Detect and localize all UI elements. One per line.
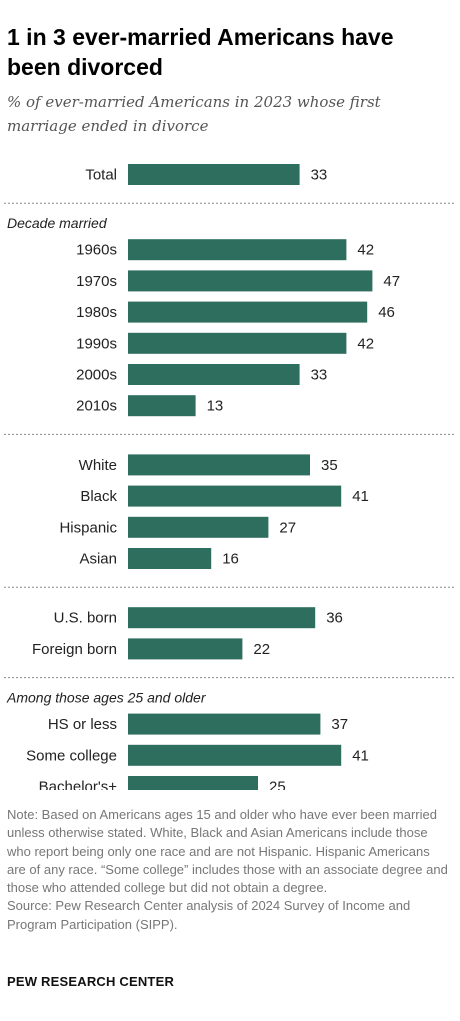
bar: [128, 270, 373, 292]
source-text: Source: Pew Research Center analysis of …: [7, 898, 411, 932]
org-credit: PEW RESEARCH CENTER: [7, 974, 175, 989]
value-label: 36: [326, 610, 343, 627]
category-label: Foreign born: [32, 641, 117, 658]
bar: [128, 164, 300, 185]
bar: [128, 395, 196, 417]
category-label: 2010s: [76, 398, 117, 415]
category-label: Black: [80, 488, 117, 505]
group-label: Among those ages 25 and older: [6, 690, 207, 706]
category-label: 1980s: [76, 304, 117, 321]
category-label: Total: [85, 167, 117, 184]
category-label: HS or less: [48, 716, 117, 733]
value-label: 42: [357, 335, 374, 352]
category-label: Asian: [79, 551, 117, 568]
note-text: Note: Based on Americans ages 15 and old…: [7, 807, 448, 896]
chart-subtitle: % of ever-married Americans in 2023 whos…: [7, 93, 381, 135]
category-label: Bachelor's+: [39, 779, 118, 791]
category-label: 1990s: [76, 335, 117, 352]
value-label: 22: [253, 641, 270, 658]
bar: [128, 548, 212, 569]
chart-note: Note: Based on Americans ages 15 and old…: [7, 806, 452, 934]
category-label: 1960s: [76, 242, 117, 259]
category-label: 1970s: [76, 273, 117, 290]
bar: [128, 332, 347, 354]
value-label: 47: [383, 273, 400, 290]
bar: [128, 638, 243, 660]
value-label: 35: [321, 457, 338, 474]
value-label: 42: [357, 242, 374, 259]
value-label: 37: [331, 716, 348, 733]
value-label: 41: [352, 488, 369, 505]
bar-chart: Total 33 Decade married 1960s 42 1970s 47 1980s…: [4, 164, 456, 791]
value-label: 16: [222, 551, 239, 568]
bar: [128, 301, 368, 323]
category-label: 2000s: [76, 367, 117, 384]
bar: [128, 776, 258, 790]
group-label: Decade married: [7, 215, 108, 231]
bar: [128, 485, 342, 507]
chart-title: 1 in 3 ever-married Americans have been …: [7, 24, 394, 80]
category-label: Some college: [26, 747, 117, 764]
bar: [128, 607, 316, 629]
category-label: White: [79, 457, 117, 474]
value-label: 33: [311, 167, 328, 184]
bar: [128, 744, 342, 766]
bar: [128, 713, 321, 735]
value-label: 27: [279, 519, 296, 536]
value-label: 41: [352, 747, 369, 764]
category-label: Hispanic: [59, 519, 117, 536]
value-label: 25: [269, 779, 286, 791]
value-label: 46: [378, 304, 395, 321]
value-label: 33: [311, 367, 328, 384]
category-label: U.S. born: [54, 610, 117, 627]
bar: [128, 364, 300, 385]
bar: [128, 239, 347, 261]
bar: [128, 454, 310, 476]
bar: [128, 516, 269, 538]
value-label: 13: [207, 398, 224, 415]
